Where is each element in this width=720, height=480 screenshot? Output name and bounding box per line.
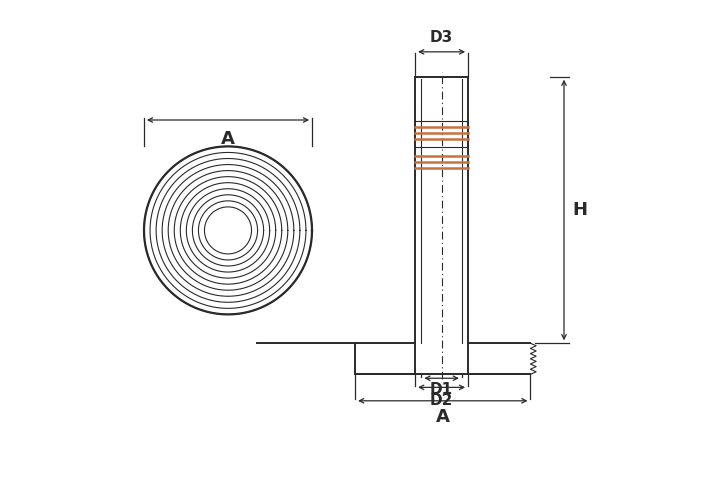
Text: A: A <box>436 408 450 426</box>
Text: D2: D2 <box>430 393 454 408</box>
Text: D3: D3 <box>430 30 453 45</box>
Text: A: A <box>221 130 235 147</box>
Text: D1: D1 <box>430 382 453 397</box>
Text: H: H <box>572 201 588 219</box>
